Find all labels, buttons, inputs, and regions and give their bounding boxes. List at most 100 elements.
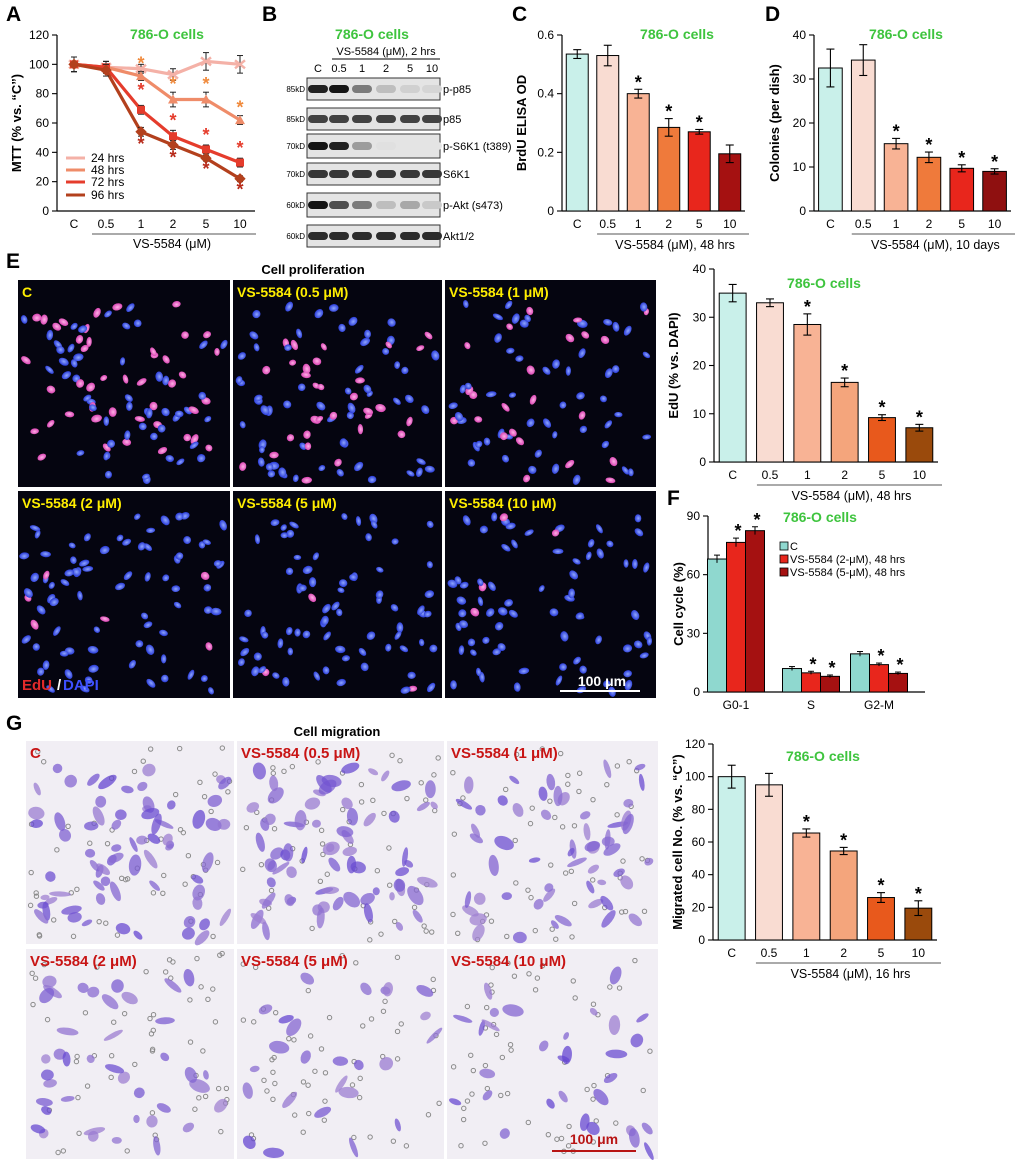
pore xyxy=(626,759,632,765)
migrated-cell xyxy=(336,826,354,838)
blot-title: 786-O cells xyxy=(335,26,409,42)
pore xyxy=(568,868,575,875)
y-tick-label: 0 xyxy=(42,204,49,218)
chart-title: 786-O cells xyxy=(130,26,204,42)
pore xyxy=(243,824,250,831)
nucleus xyxy=(284,344,292,351)
migrated-cell xyxy=(382,982,393,997)
migrated-cell xyxy=(87,986,100,998)
nucleus xyxy=(424,465,435,473)
migrated-cell xyxy=(416,801,430,812)
nucleus xyxy=(569,570,579,580)
nucleus xyxy=(344,387,352,395)
pore xyxy=(240,961,246,967)
x-tick-label: C xyxy=(70,217,79,231)
pore xyxy=(584,1086,590,1093)
pore xyxy=(172,791,179,798)
migrated-cell xyxy=(219,908,232,926)
migrated-cell xyxy=(129,837,138,852)
migrated-cell xyxy=(391,780,411,792)
blot-band xyxy=(376,142,396,150)
nucleus xyxy=(467,638,476,647)
migrated-cell xyxy=(156,1103,171,1113)
nucleus xyxy=(244,609,252,618)
migrated-cell xyxy=(430,801,438,810)
pore xyxy=(464,1098,471,1104)
blot-band xyxy=(352,170,372,178)
nucleus xyxy=(80,344,89,353)
migrated-cell xyxy=(133,930,143,940)
pore xyxy=(40,759,47,765)
pore xyxy=(217,952,223,958)
pore xyxy=(565,772,571,779)
nucleus xyxy=(382,347,390,355)
pore xyxy=(196,1095,202,1101)
nucleus xyxy=(375,590,384,599)
pore xyxy=(357,1075,363,1082)
pore xyxy=(54,847,60,853)
panel-letter-C: C xyxy=(512,3,527,26)
nucleus xyxy=(504,300,513,310)
nucleus xyxy=(189,441,199,449)
migrated-cell xyxy=(533,898,544,910)
nucleus xyxy=(302,363,311,375)
molecular-weight-label: 70kD xyxy=(286,142,305,151)
pore xyxy=(182,881,188,887)
migrated-cell xyxy=(162,833,173,846)
pore xyxy=(566,1123,572,1130)
pore xyxy=(212,1019,219,1025)
pore xyxy=(647,1048,653,1054)
nucleus xyxy=(70,556,77,564)
migrated-cell xyxy=(272,861,290,875)
nucleus xyxy=(501,454,510,463)
migrated-cell xyxy=(30,1124,46,1134)
migrated-cell xyxy=(39,987,55,1004)
nucleus xyxy=(239,636,249,643)
migrated-cell xyxy=(543,888,556,902)
migrated-cell xyxy=(538,786,548,801)
nucleus xyxy=(100,616,110,622)
nucleus xyxy=(600,335,610,344)
pore xyxy=(528,894,534,901)
bar xyxy=(829,850,858,941)
nucleus xyxy=(146,527,156,534)
pore xyxy=(367,1134,373,1140)
migrated-cell xyxy=(147,833,161,844)
nucleus xyxy=(29,525,41,532)
pore xyxy=(549,926,555,932)
y-tick-label: 30 xyxy=(693,310,707,324)
migrated-cell xyxy=(137,781,148,792)
pore xyxy=(194,955,200,962)
pore xyxy=(640,1087,646,1094)
x-tick-label: 2 xyxy=(926,217,933,231)
pore xyxy=(150,1012,157,1018)
blot-band xyxy=(329,85,349,93)
nucleus xyxy=(365,533,372,542)
nucleus xyxy=(160,654,167,664)
migrated-cell xyxy=(475,804,486,816)
nucleus xyxy=(491,512,498,522)
pore xyxy=(571,823,578,829)
pore xyxy=(632,957,638,964)
nucleus xyxy=(122,374,129,384)
pore xyxy=(368,1016,375,1022)
nucleus xyxy=(483,437,491,446)
y-tick-label: 30 xyxy=(687,626,701,640)
migrated-cell xyxy=(420,1011,431,1021)
nucleus xyxy=(207,687,214,695)
nucleus xyxy=(122,438,132,446)
nucleus xyxy=(575,612,584,620)
pore xyxy=(96,918,102,925)
nucleus xyxy=(59,650,69,657)
pore xyxy=(367,937,373,943)
blot-band xyxy=(376,232,396,240)
nucleus xyxy=(294,628,301,637)
nucleus xyxy=(316,401,326,411)
pore xyxy=(498,1092,504,1099)
migrated-cell xyxy=(512,803,524,817)
migrated-cell xyxy=(52,763,63,774)
migrated-cell xyxy=(37,901,49,909)
migrated-cell xyxy=(96,863,111,876)
nucleus xyxy=(220,339,228,350)
nucleus xyxy=(270,519,280,526)
